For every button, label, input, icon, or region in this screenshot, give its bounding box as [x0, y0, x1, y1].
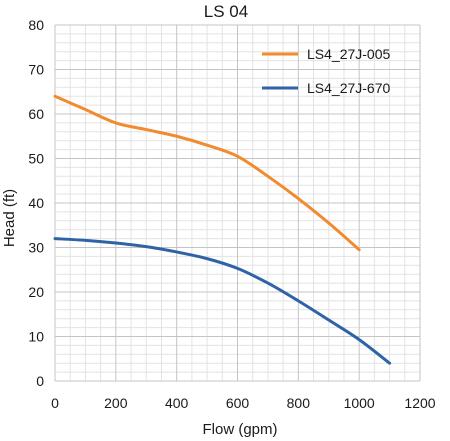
y-axis-label: Head (ft) — [1, 189, 18, 247]
grid — [54, 24, 421, 382]
x-tick-label: 600 — [226, 395, 250, 411]
series-line-2 — [53, 237, 392, 365]
x-tick-label: 200 — [104, 395, 128, 411]
chart-title: LS 04 — [204, 2, 248, 21]
series-lines — [53, 94, 392, 365]
x-tick-label: 400 — [165, 395, 189, 411]
y-tick-label: 70 — [28, 62, 44, 78]
y-tick-label: 20 — [28, 284, 44, 300]
x-axis-label: Flow (gpm) — [202, 421, 277, 438]
legend: LS4_27J-005 LS4_27J-670 — [262, 46, 391, 96]
x-tick-label: 1200 — [404, 395, 435, 411]
y-tick-label: 30 — [28, 240, 44, 256]
y-tick-label: 60 — [28, 106, 44, 122]
x-tick-label: 800 — [287, 395, 311, 411]
y-tick-label: 0 — [36, 373, 44, 389]
y-tick-label: 50 — [28, 151, 44, 167]
y-tick-label: 40 — [28, 195, 44, 211]
series-line-1 — [53, 94, 361, 252]
y-tick-label: 80 — [28, 17, 44, 33]
y-tick-label: 10 — [28, 329, 44, 345]
x-tick-label: 0 — [51, 395, 59, 411]
legend-label-1: LS4_27J-005 — [307, 46, 391, 62]
axes: 0 200 400 600 800 1000 1200 0 10 20 30 40 50 60 70 80 — [28, 17, 435, 411]
legend-label-2: LS4_27J-670 — [307, 80, 391, 96]
x-tick-label: 1000 — [344, 395, 375, 411]
